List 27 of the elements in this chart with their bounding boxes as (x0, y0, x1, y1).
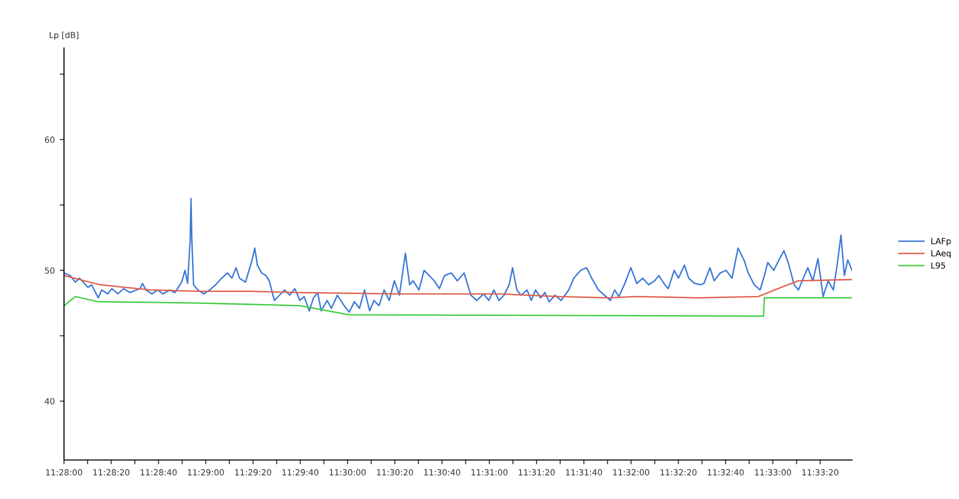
x-tick-label: 11:32:40 (708, 469, 744, 476)
x-tick-label: 11:32:00 (613, 469, 650, 476)
x-tick-label: 11:28:20 (93, 469, 130, 476)
y-tick-label: 60 (44, 136, 54, 143)
x-tick-label: 11:31:00 (472, 469, 508, 476)
line-series (64, 198, 852, 313)
legend-label: L95 (931, 262, 946, 269)
y-axis-title: Lp [dB] (50, 32, 78, 40)
x-tick-label: 11:29:00 (188, 469, 224, 476)
x-tick-label: 11:30:20 (377, 469, 413, 476)
x-tick-label: 11:29:40 (282, 469, 318, 476)
x-tick-label: 11:32:20 (660, 469, 697, 476)
line-series (64, 296, 852, 317)
x-tick-label: 11:28:40 (140, 469, 177, 476)
x-tick-label: 11:33:00 (755, 469, 792, 476)
legend-label: LAFp (931, 238, 951, 246)
x-tick-label: 11:33:20 (802, 469, 838, 476)
y-tick-label: 40 (44, 398, 54, 404)
x-tick-label: 11:30:40 (424, 469, 460, 476)
y-tick-label: 50 (45, 267, 54, 274)
x-tick-label: 11:28:00 (46, 469, 82, 476)
line-series (64, 274, 852, 299)
x-tick-label: 11:31:20 (518, 469, 555, 476)
x-tick-label: 11:29:20 (235, 469, 272, 476)
x-tick-label: 11:30:00 (330, 469, 366, 476)
legend-label: LAeq (931, 250, 951, 258)
x-tick-label: 11:31:40 (566, 469, 602, 476)
